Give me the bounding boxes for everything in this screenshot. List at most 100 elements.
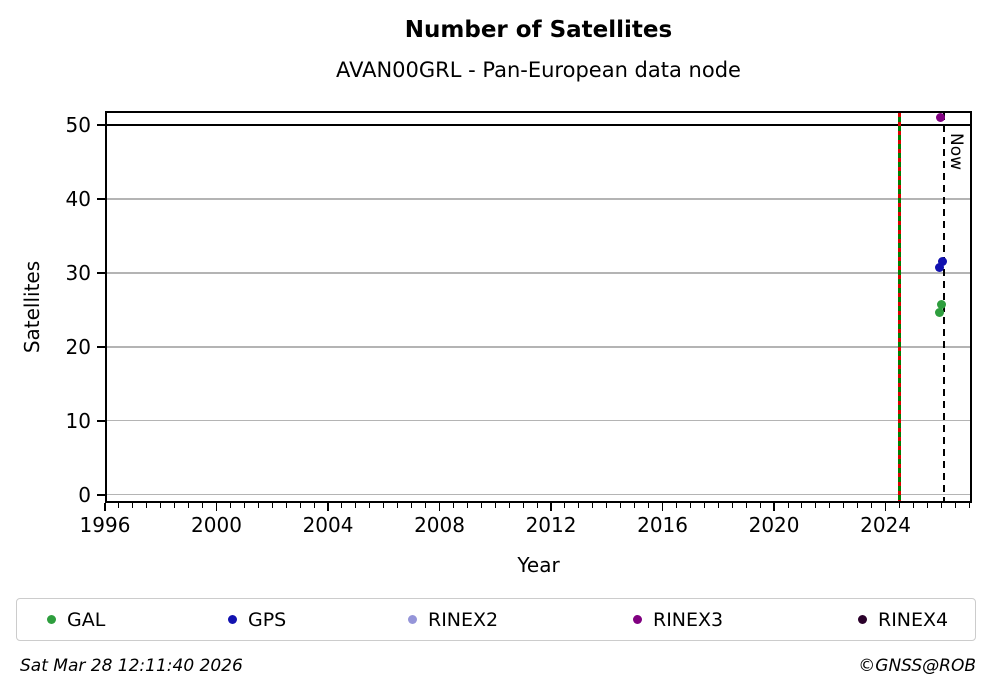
x-minor-tick [397,503,399,508]
x-tick-label-2004: 2004 [302,513,354,537]
x-minor-tick [132,503,134,508]
x-minor-tick [968,503,970,508]
rinex4-marker-icon [858,615,867,624]
gridline-y-20 [107,346,970,348]
y-axis-title: Satellites [20,260,44,354]
event-line [898,113,902,501]
footer-timestamp: Sat Mar 28 12:11:40 2026 [20,656,243,676]
x-minor-tick [480,503,482,508]
y-tick-label-40: 40 [65,187,91,211]
x-minor-tick [745,503,747,508]
gridline-y-40 [107,198,970,200]
x-tick-2000 [215,503,218,511]
x-minor-tick [257,503,259,508]
legend-label-rinex3: RINEX3 [653,608,724,631]
legend-item-rinex3: RINEX3 [633,599,723,640]
x-minor-tick [787,503,789,508]
x-minor-tick [146,503,148,508]
x-minor-tick [954,503,956,508]
y-tick-label-30: 30 [65,260,91,285]
x-minor-tick [341,503,343,508]
legend: GAL GPS RINEX2 RINEX3 RINEX4 [16,598,976,641]
x-minor-tick [675,503,677,508]
y-tick-50 [97,124,105,126]
x-minor-tick [313,503,315,508]
x-minor-tick [452,503,454,508]
rinex3-marker-icon [633,615,642,624]
x-minor-tick [355,503,357,508]
x-minor-tick [912,503,914,508]
x-tick-label-2012: 2012 [525,513,577,537]
x-tick-label-2024: 2024 [860,513,912,537]
y-tick-30 [97,272,105,274]
gridline-y-10 [107,420,970,422]
point-gps [937,256,947,266]
x-tick-label-2020: 2020 [748,513,800,537]
gridline-y-30 [107,272,970,274]
legend-label-gal: GAL [67,608,106,631]
gridline-y-0 [107,494,970,496]
x-minor-tick [717,503,719,508]
point-gal [936,299,946,309]
x-minor-tick [689,503,691,508]
x-minor-tick [606,503,608,508]
x-minor-tick [592,503,594,508]
x-minor-tick [229,503,231,508]
y-tick-label-10: 10 [65,408,91,433]
legend-label-rinex2: RINEX2 [428,608,499,631]
x-minor-tick [843,503,845,508]
x-minor-tick [160,503,162,508]
footer-credit: ©GNSS@ROB [858,656,976,676]
x-tick-label-2008: 2008 [414,513,465,537]
x-minor-tick [801,503,803,508]
legend-item-gps: GPS [228,599,286,640]
x-minor-tick [940,503,942,508]
legend-item-rinex4: RINEX4 [858,599,948,640]
x-minor-tick [871,503,873,508]
x-minor-tick [174,503,176,508]
x-minor-tick [188,503,190,508]
x-minor-tick [926,503,928,508]
x-minor-tick [620,503,622,508]
x-minor-tick [411,503,413,508]
x-minor-tick [299,503,301,508]
x-minor-tick [494,503,496,508]
x-tick-label-2000: 2000 [191,513,242,537]
x-tick-1996 [104,503,106,511]
x-minor-tick [536,503,538,508]
y-tick-20 [97,346,105,348]
gps-marker-icon [228,615,237,624]
x-tick-label-1996: 1996 [79,513,131,537]
x-tick-2012 [550,503,552,511]
x-minor-tick [815,503,817,508]
x-minor-tick [118,503,120,508]
y-tick-40 [97,198,105,200]
plot-frame [105,111,972,503]
y-tick-0 [97,494,105,496]
point-gps [935,263,945,273]
x-tick-label-2016: 2016 [637,513,688,537]
x-minor-tick [522,503,524,508]
x-tick-2004 [327,503,329,511]
x-tick-2020 [773,503,775,511]
y-tick-10 [97,420,105,422]
gal-marker-icon [47,615,56,624]
x-minor-tick [634,503,636,508]
page-title: Number of Satellites [404,17,673,43]
y-tick-label-50: 50 [65,113,91,138]
x-tick-2008 [438,503,441,511]
legend-label-rinex4: RINEX4 [878,608,949,631]
page-subtitle: AVAN00GRL - Pan-European data node [336,58,741,82]
x-axis-title: Year [517,553,560,577]
legend-label-gps: GPS [248,608,287,631]
reference-line [105,124,972,127]
x-minor-tick [648,503,650,508]
x-minor-tick [899,503,901,508]
x-tick-2016 [661,503,664,511]
x-minor-tick [759,503,761,508]
y-tick-label-20: 20 [65,334,91,359]
y-tick-label-0: 0 [78,482,91,507]
legend-item-rinex2: RINEX2 [408,599,498,640]
legend-item-gal: GAL [47,599,105,640]
